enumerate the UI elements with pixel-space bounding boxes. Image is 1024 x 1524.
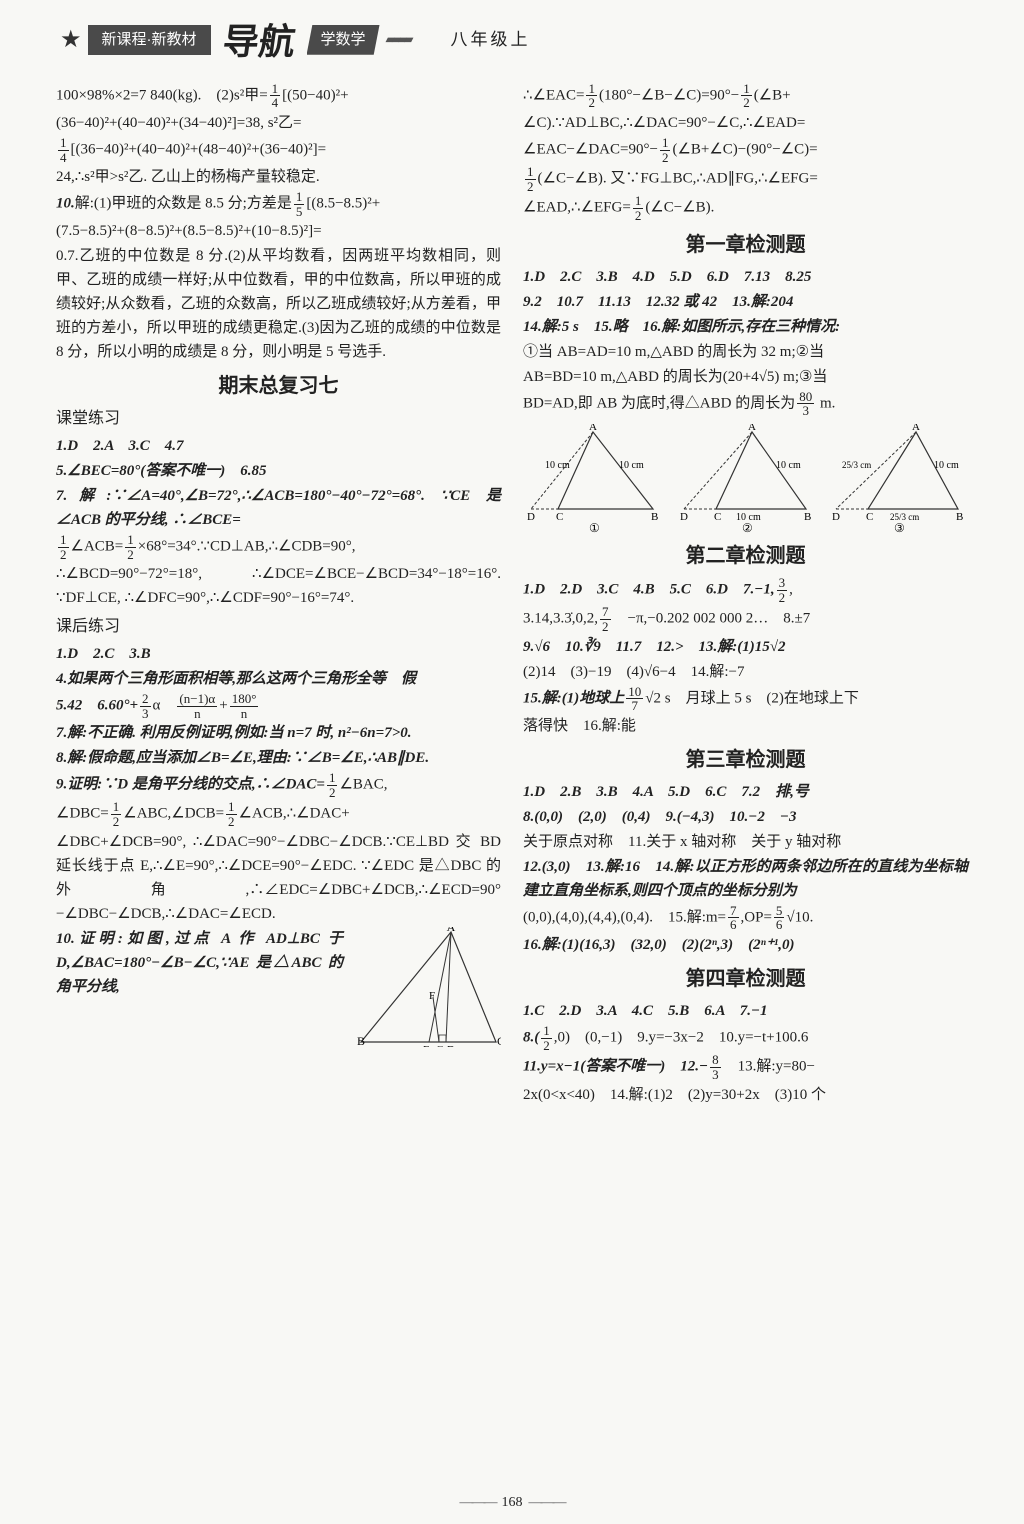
- svg-text:10 cm: 10 cm: [545, 460, 570, 471]
- chapter-heading: 第四章检测题: [523, 963, 968, 995]
- brush-title: 导航: [218, 14, 298, 72]
- svg-text:G: G: [436, 1044, 444, 1047]
- text-line: 11.y=x−1(答案不唯一) 12.−83 13.解:y=80−: [523, 1053, 968, 1081]
- text-line: ①当 AB=AD=10 m,△ABD 的周长为 32 m;②当: [523, 340, 968, 364]
- svg-text:D: D: [680, 511, 688, 523]
- content-area: 100×98%×2=7 840(kg). (2)s²甲=14[(50−40)²+…: [0, 74, 1024, 1108]
- banner-subject: 学数学: [307, 25, 380, 55]
- svg-text:B: B: [804, 511, 811, 523]
- svg-text:10 cm: 10 cm: [619, 460, 644, 471]
- sub-heading: 课后练习: [56, 614, 501, 640]
- text-line: (36−40)²+(40−40)²+(34−40)²]=38, s²乙=: [56, 111, 501, 135]
- text-line: 0.7.乙班的中位数是 8 分.(2)从平均数看，因两班平均数相同，则甲、乙班的…: [56, 244, 501, 364]
- text-line: 10.证明:如图,过点 A 作 AD⊥BC 于 D,∠BAC=180°−∠B−∠…: [56, 927, 343, 999]
- text-line: 落得快 16.解:能: [523, 714, 968, 738]
- grade-label: 八年级上: [450, 26, 530, 53]
- right-column: ∴∠EAC=12(180°−∠B−∠C)=90°−12(∠B+ ∠C).∵AD⊥…: [523, 82, 968, 1108]
- answer-line: 1.D 2.C 3.B 4.D 5.D 6.D 7.13 8.25: [523, 265, 968, 289]
- section-heading: 期末总复习七: [56, 370, 501, 402]
- text-line: 7.解:不正确. 利用反例证明,例如:当 n=7 时, n²−6n=7>0.: [56, 721, 501, 745]
- text-line: BD=AD,即 AB 为底时,得△ABD 的周长为803 m.: [523, 390, 968, 418]
- text-line: ∠EAC−∠DAC=90°−12(∠B+∠C)−(90°−∠C)=: [523, 136, 968, 164]
- triangle-figure: A B C E G D F: [351, 927, 501, 1047]
- text-line: 24,∴s²甲>s²乙. 乙山上的杨梅产量较稳定.: [56, 165, 501, 189]
- svg-text:D: D: [832, 511, 840, 523]
- answer-line: 8.(0,0) (2,0) (0,4) 9.(−4,3) 10.−2 −3: [523, 805, 968, 829]
- svg-text:A: A: [748, 424, 756, 433]
- text-line: ∠DBC=12∠ABC,∠DCB=12∠ACB,∴∠DAC+: [56, 800, 501, 828]
- answer-line: 3.14,3.3̇,0,2,72 −π,−0.202 002 000 2… 8.…: [523, 605, 968, 633]
- text-line: 8.解:假命题,应当添加∠B=∠E,理由:∵∠B=∠E,∴AB∥DE.: [56, 746, 501, 770]
- text-line: 4.如果两个三角形面积相等,那么这两个三角形全等 假: [56, 667, 501, 691]
- text-line: AB=BD=10 m,△ABD 的周长为(20+4√5) m;③当: [523, 365, 968, 389]
- triangle-diagrams: A 10 cm 10 cm D C B ① A 10 cm D C 10 cm …: [523, 424, 968, 534]
- chapter-heading: 第三章检测题: [523, 744, 968, 776]
- triangle-1: A 10 cm 10 cm D C B ①: [523, 424, 663, 534]
- text-line: ∴∠BCD=90°−72°=18°, ∴∠DCE=∠BCE−∠BCD=34°−1…: [56, 562, 501, 610]
- chevrons-icon: ▰▰▰▰: [386, 30, 411, 49]
- text-line: ∠DBC+∠DCB=90°, ∴∠DAC=90°−∠DBC−∠DCB.∵CE⊥B…: [56, 830, 501, 926]
- svg-text:10 cm: 10 cm: [776, 460, 801, 471]
- text-line: (7.5−8.5)²+(8−8.5)²+(8.5−8.5)²+(10−8.5)²…: [56, 219, 501, 243]
- svg-text:D: D: [527, 511, 535, 523]
- text-line: 12∠ACB=12×68°=34°.∵CD⊥AB,∴∠CDB=90°,: [56, 533, 501, 561]
- svg-text:A: A: [447, 927, 456, 934]
- page-number: 168: [0, 1492, 1024, 1514]
- text-line: 9.证明:∵D 是角平分线的交点,∴∠DAC=12∠BAC,: [56, 771, 501, 799]
- svg-text:C: C: [497, 1034, 501, 1047]
- triangle-3: A 25/3 cm 10 cm D C 25/3 cm B ③: [828, 424, 968, 534]
- answer-line: 5.∠BEC=80°(答案不唯一) 6.85: [56, 459, 501, 483]
- star-icon: ★: [60, 21, 82, 59]
- text-line: 14[(36−40)²+(40−40)²+(48−40)²+(36−40)²]=: [56, 136, 501, 164]
- svg-text:C: C: [866, 511, 873, 523]
- text-line: 7.解:∵∠A=40°,∠B=72°,∴∠ACB=180°−40°−72°=68…: [56, 484, 501, 532]
- text-line: 12(∠C−∠B). 又∵FG⊥BC,∴AD∥FG,∴∠EFG=: [523, 165, 968, 193]
- svg-text:A: A: [912, 424, 920, 433]
- text-line: 关于原点对称 11.关于 x 轴对称 关于 y 轴对称: [523, 830, 968, 854]
- svg-text:①: ①: [589, 521, 600, 534]
- svg-text:B: B: [651, 511, 658, 523]
- svg-text:C: C: [556, 511, 563, 523]
- svg-text:F: F: [429, 990, 435, 1002]
- answer-line: 1.D 2.C 3.B: [56, 642, 501, 666]
- text-line: 2x(0<x<40) 14.解:(1)2 (2)y=30+2x (3)10 个: [523, 1083, 968, 1107]
- svg-text:B: B: [357, 1034, 365, 1047]
- text-line: 12.(3,0) 13.解:16 14.解:以正方形的两条邻边所在的直线为坐标轴…: [523, 855, 968, 903]
- svg-text:A: A: [589, 424, 597, 433]
- text-line: 14.解:5 s 15.略 16.解:如图所示,存在三种情况:: [523, 315, 968, 339]
- svg-text:25/3 cm: 25/3 cm: [842, 460, 871, 470]
- svg-text:10 cm: 10 cm: [934, 460, 959, 471]
- text-line: ∠C).∵AD⊥BC,∴∠DAC=90°−∠C,∴∠EAD=: [523, 111, 968, 135]
- svg-text:B: B: [956, 511, 963, 523]
- left-column: 100×98%×2=7 840(kg). (2)s²甲=14[(50−40)²+…: [56, 82, 501, 1108]
- svg-text:D: D: [447, 1044, 455, 1047]
- text-line: 5.42 6.60°+23α (n−1)αn+180°n: [56, 692, 501, 720]
- text-line: 100×98%×2=7 840(kg). (2)s²甲=14[(50−40)²+: [56, 82, 501, 110]
- answer-line: 1.D 2.D 3.C 4.B 5.C 6.D 7.−1,32,: [523, 576, 968, 604]
- answer-line: (2)14 (3)−19 (4)√6−4 14.解:−7: [523, 660, 968, 684]
- answer-line: 8.(12,0) (0,−1) 9.y=−3x−2 10.y=−t+100.6: [523, 1024, 968, 1052]
- triangle-2: A 10 cm D C 10 cm B ②: [676, 424, 816, 534]
- text-line: (0,0),(4,0),(4,4),(0,4). 15.解:m=76,OP=56…: [523, 904, 968, 932]
- text-line: ∠EAD,∴∠EFG=12(∠C−∠B).: [523, 194, 968, 222]
- answer-line: 1.D 2.A 3.C 4.7: [56, 434, 501, 458]
- answer-line: 1.D 2.B 3.B 4.A 5.D 6.C 7.2 排,号: [523, 780, 968, 804]
- svg-text:②: ②: [742, 521, 753, 534]
- chapter-heading: 第一章检测题: [523, 229, 968, 261]
- text-line: 16.解:(1)(16,3) (32,0) (2)(2ⁿ,3) (2ⁿ⁺¹,0): [523, 933, 968, 957]
- text-line: ∴∠EAC=12(180°−∠B−∠C)=90°−12(∠B+: [523, 82, 968, 110]
- text-line: 10.解:(1)甲班的众数是 8.5 分;方差是15[(8.5−8.5)²+: [56, 190, 501, 218]
- sub-heading: 课堂练习: [56, 406, 501, 432]
- answer-line: 1.C 2.D 3.A 4.C 5.B 6.A 7.−1: [523, 999, 968, 1023]
- svg-text:③: ③: [894, 521, 905, 534]
- svg-text:E: E: [423, 1044, 430, 1047]
- svg-text:C: C: [714, 511, 721, 523]
- text-line: 15.解:(1)地球上107√2 s 月球上 5 s (2)在地球上下: [523, 685, 968, 713]
- chapter-heading: 第二章检测题: [523, 540, 968, 572]
- banner-series: 新课程·新教材: [88, 25, 211, 55]
- answer-line: 9.2 10.7 11.13 12.32 或 42 13.解:204: [523, 290, 968, 314]
- answer-line: 9.√6 10.∛9 11.7 12.> 13.解:(1)15√2: [523, 635, 968, 659]
- page-header: ★ 新课程·新教材 导航 学数学 ▰▰▰▰ 八年级上: [0, 0, 1024, 74]
